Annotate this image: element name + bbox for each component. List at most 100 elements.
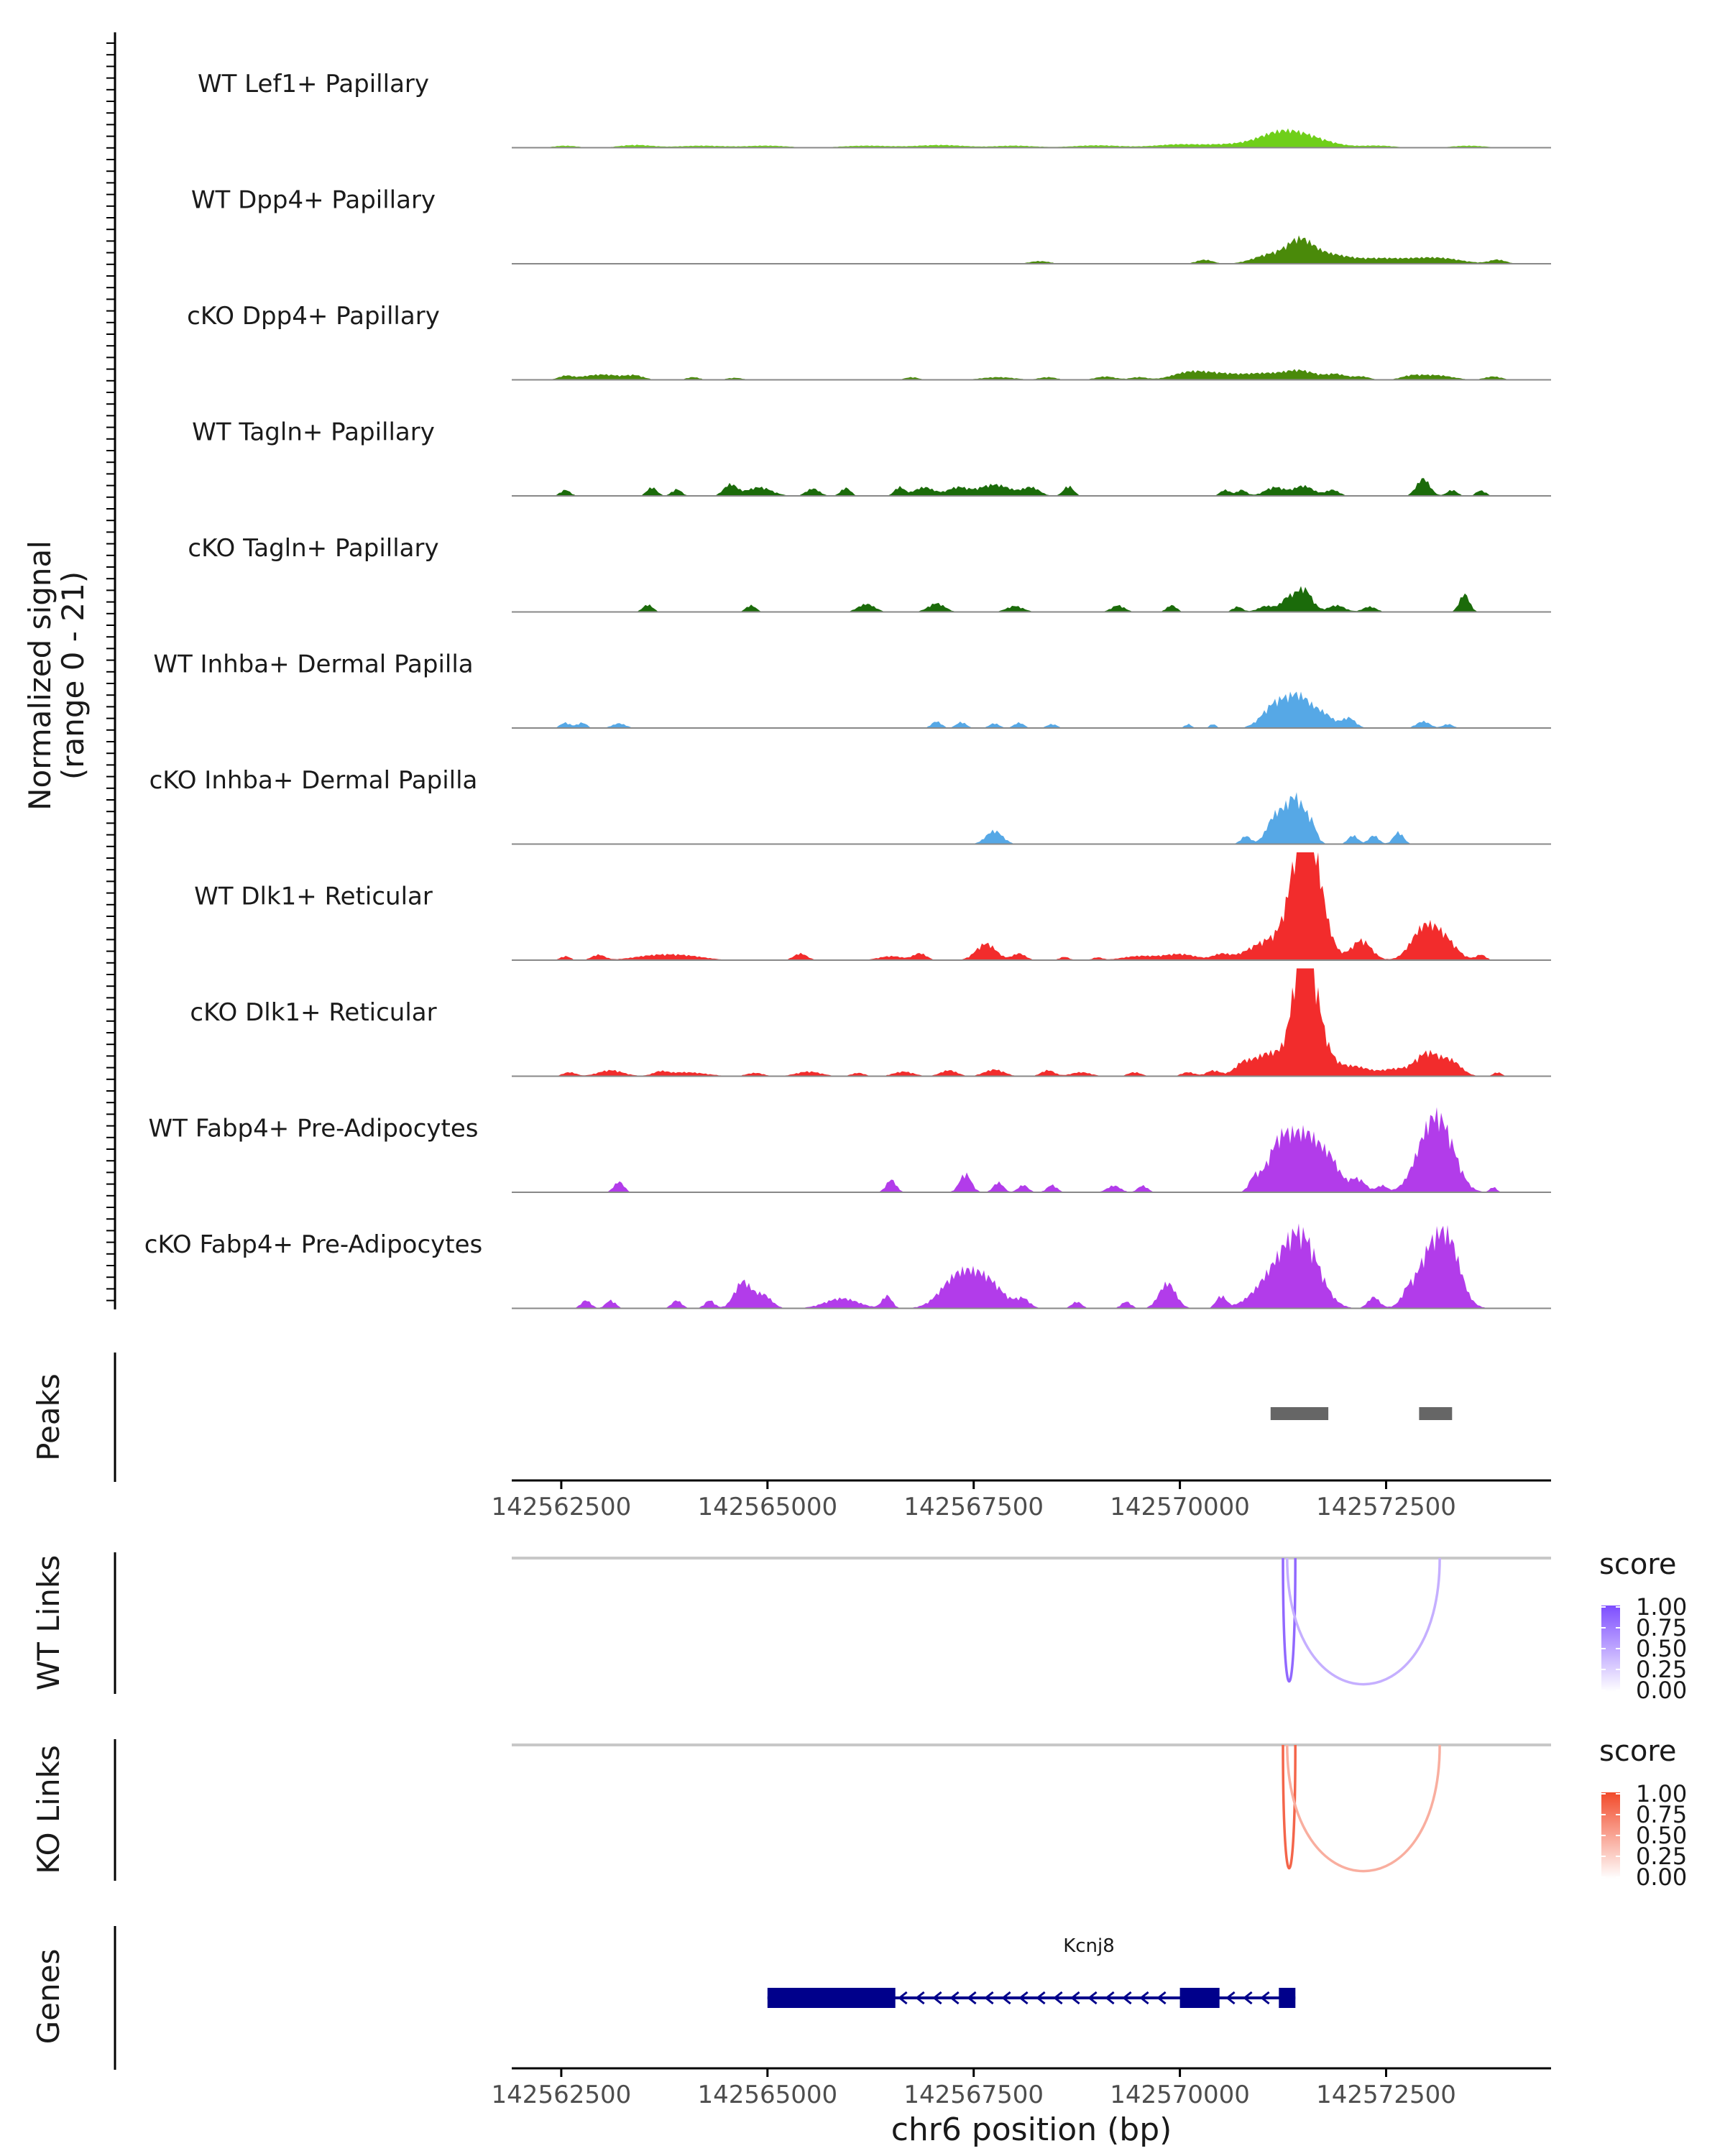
track-label: WT Fabp4+ Pre-Adipocytes bbox=[149, 1115, 479, 1143]
legend-tick-label: 0.00 bbox=[1636, 1864, 1687, 1891]
legend-title: score bbox=[1599, 1548, 1676, 1581]
strand-chevron bbox=[984, 1991, 994, 2005]
coverage-area bbox=[512, 128, 1551, 148]
legend-tick-label: 1.00 bbox=[1636, 1780, 1687, 1807]
x-tick-label: 142565000 bbox=[697, 1493, 837, 1521]
signal-ylabel-line1: Normalized signal bbox=[22, 540, 58, 811]
link-arc bbox=[1286, 1557, 1441, 1686]
genes-x-axis: 142562500 142565000 142567500 142570000 1425… bbox=[492, 2068, 1456, 2109]
coverage-area bbox=[512, 968, 1551, 1077]
track-label: WT Tagln+ Papillary bbox=[192, 418, 435, 447]
legend-tick-label: 0.75 bbox=[1636, 1801, 1687, 1828]
x-tick-label: 142567500 bbox=[903, 2081, 1044, 2109]
strand-chevron bbox=[1156, 1991, 1167, 2005]
track-10: WT Fabp4+ Pre-Adipocytes bbox=[149, 1107, 1551, 1193]
gene-exon bbox=[1179, 1988, 1220, 2008]
x-tick-label: 142567500 bbox=[903, 1493, 1044, 1521]
coverage-area bbox=[512, 478, 1551, 496]
peak-interval bbox=[1419, 1407, 1453, 1420]
peaks-track bbox=[1270, 1407, 1453, 1420]
x-tick-label: 142572500 bbox=[1316, 1493, 1456, 1521]
link-arc bbox=[1286, 1744, 1441, 1873]
wt-links-ylabel: WT Links bbox=[31, 1555, 66, 1690]
x-tick-label: 142572500 bbox=[1316, 2081, 1456, 2109]
strand-chevron bbox=[1225, 1991, 1236, 2005]
track-label: cKO Fabp4+ Pre-Adipocytes bbox=[144, 1230, 483, 1259]
coverage-area bbox=[512, 235, 1551, 264]
strand-chevron bbox=[932, 1991, 942, 2005]
links-legend: score 1.000.750.500.250.00 bbox=[1599, 1548, 1687, 1704]
signal-ylabel-line2: (range 0 - 21) bbox=[55, 571, 91, 780]
track-label: cKO Dpp4+ Papillary bbox=[187, 302, 440, 331]
peaks-x-axis: 142562500 142565000 142567500 142570000 1425… bbox=[492, 1480, 1456, 1521]
peak-interval bbox=[1270, 1407, 1329, 1420]
strand-chevron bbox=[1243, 1991, 1253, 2005]
track-9: cKO Dlk1+ Reticular bbox=[190, 968, 1551, 1077]
track-3: cKO Dpp4+ Papillary bbox=[187, 302, 1551, 381]
legend-tick-label: 0.75 bbox=[1636, 1614, 1687, 1641]
coverage-area bbox=[512, 792, 1551, 844]
strand-chevron bbox=[1087, 1991, 1098, 2005]
legend-tick-label: 0.25 bbox=[1636, 1656, 1687, 1683]
track-7: cKO Inhba+ Dermal Papilla bbox=[150, 766, 1551, 845]
track-4: WT Tagln+ Papillary bbox=[192, 418, 1551, 497]
track-1: WT Lef1+ Papillary bbox=[198, 70, 1551, 149]
genes-track: Kcnj8 bbox=[767, 1935, 1296, 2008]
track-2: WT Dpp4+ Papillary bbox=[191, 186, 1551, 264]
strand-chevron bbox=[1260, 1991, 1270, 2005]
x-tick-label: 142562500 bbox=[492, 2081, 632, 2109]
strand-chevron bbox=[967, 1991, 977, 2005]
track-11: cKO Fabp4+ Pre-Adipocytes bbox=[144, 1223, 1551, 1309]
legend-title: score bbox=[1599, 1735, 1676, 1768]
track-label: WT Dlk1+ Reticular bbox=[194, 883, 433, 911]
peaks-ylabel: Peaks bbox=[31, 1373, 66, 1461]
strand-chevron bbox=[1122, 1991, 1132, 2005]
coverage-tracks: WT Lef1+ Papillary WT Dpp4+ Papillary cKO … bbox=[144, 70, 1551, 1309]
links-panel-2: score 1.000.750.500.250.00 bbox=[512, 1735, 1687, 1891]
links-tracks: score1.000.750.500.250.00score1.000.750.… bbox=[512, 1548, 1687, 1891]
legend-tick-label: 0.50 bbox=[1636, 1822, 1687, 1849]
strand-chevron bbox=[1139, 1991, 1149, 2005]
gene-exon bbox=[1279, 1988, 1296, 2008]
signal-y-ticks bbox=[106, 42, 115, 1302]
track-label: cKO Inhba+ Dermal Papilla bbox=[150, 766, 478, 795]
strand-chevron bbox=[949, 1991, 960, 2005]
coverage-area bbox=[512, 369, 1551, 380]
legend-tick-label: 1.00 bbox=[1636, 1593, 1687, 1621]
strand-chevron bbox=[1105, 1991, 1115, 2005]
track-label: WT Dpp4+ Papillary bbox=[191, 186, 436, 215]
links-panel-1: score 1.000.750.500.250.00 bbox=[512, 1548, 1687, 1704]
coverage-area bbox=[512, 1223, 1551, 1309]
strand-chevron bbox=[1036, 1991, 1046, 2005]
strand-chevron bbox=[1018, 1991, 1029, 2005]
strand-chevron bbox=[915, 1991, 925, 2005]
legend-tick-label: 0.50 bbox=[1636, 1635, 1687, 1662]
gene-name: Kcnj8 bbox=[1063, 1935, 1115, 1957]
ko-links-ylabel: KO Links bbox=[31, 1745, 66, 1874]
track-label: cKO Tagln+ Papillary bbox=[188, 534, 438, 563]
track-6: WT Inhba+ Dermal Papilla bbox=[153, 650, 1551, 729]
x-tick-label: 142565000 bbox=[697, 2081, 837, 2109]
track-8: WT Dlk1+ Reticular bbox=[194, 852, 1551, 961]
x-tick-label: 142562500 bbox=[492, 1493, 632, 1521]
strand-chevron bbox=[1001, 1991, 1011, 2005]
gene-exon bbox=[767, 1988, 896, 2008]
coverage-area bbox=[512, 586, 1551, 612]
legend-tick-label: 0.00 bbox=[1636, 1677, 1687, 1704]
track-label: WT Inhba+ Dermal Papilla bbox=[153, 650, 473, 679]
track-label: WT Lef1+ Papillary bbox=[198, 70, 429, 98]
strand-chevron bbox=[898, 1991, 908, 2005]
strand-chevron bbox=[1070, 1991, 1080, 2005]
track-label: cKO Dlk1+ Reticular bbox=[190, 998, 436, 1027]
links-legend: score 1.000.750.500.250.00 bbox=[1599, 1735, 1687, 1891]
x-tick-label: 142570000 bbox=[1110, 1493, 1250, 1521]
x-tick-label: 142570000 bbox=[1110, 2081, 1250, 2109]
strand-chevron bbox=[1053, 1991, 1063, 2005]
x-axis-title: chr6 position (bp) bbox=[891, 2111, 1172, 2148]
genes-ylabel: Genes bbox=[31, 1949, 66, 2045]
coverage-area bbox=[512, 691, 1551, 728]
legend-tick-label: 0.25 bbox=[1636, 1843, 1687, 1870]
coverage-area bbox=[512, 1107, 1551, 1192]
track-5: cKO Tagln+ Papillary bbox=[188, 534, 1551, 613]
